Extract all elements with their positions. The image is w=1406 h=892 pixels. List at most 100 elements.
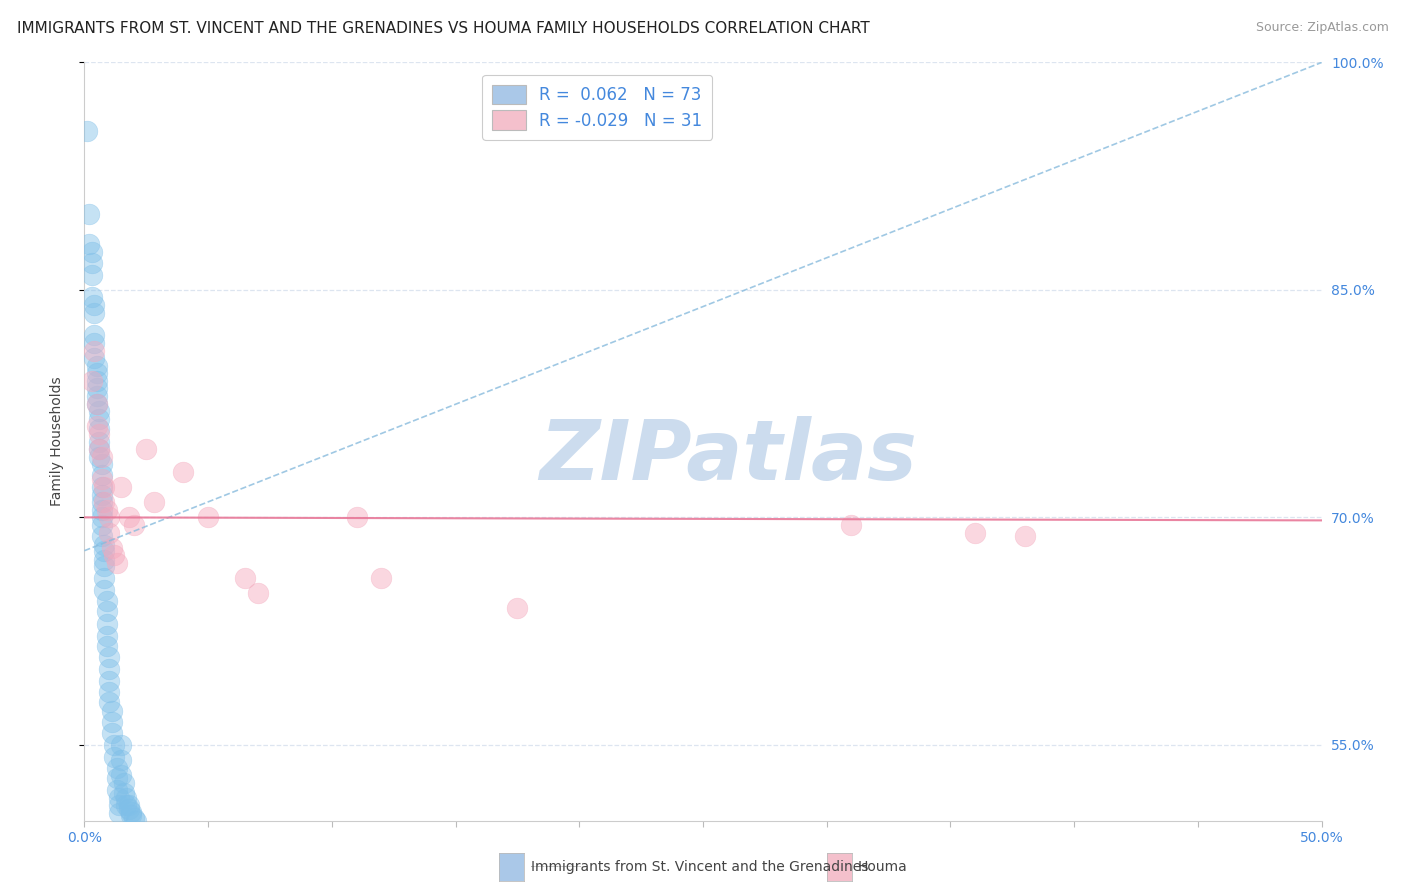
Point <box>105 760 128 774</box>
Point <box>108 798 131 813</box>
Point <box>233 571 256 585</box>
Point <box>103 548 125 562</box>
Point <box>93 558 115 573</box>
Y-axis label: Family Households: Family Households <box>49 376 63 507</box>
Point <box>118 798 141 813</box>
Point <box>89 442 111 456</box>
Point <box>80 268 103 282</box>
Point <box>86 389 108 403</box>
Point <box>96 616 118 631</box>
Point <box>96 639 118 653</box>
Point <box>122 518 145 533</box>
Point <box>90 518 112 533</box>
Point <box>96 629 118 643</box>
Point <box>90 472 112 486</box>
Point <box>90 487 112 501</box>
Point <box>110 768 132 782</box>
Point <box>96 594 118 608</box>
Point <box>98 695 121 709</box>
Point <box>80 255 103 269</box>
Point <box>246 586 269 600</box>
Point <box>90 467 112 482</box>
Point <box>142 495 165 509</box>
Point <box>172 465 194 479</box>
Text: Family Households — Immigrants from St. Vincent and the Grenadines: Family Households — Immigrants from St. … <box>531 866 582 867</box>
Text: Immigrants from St. Vincent and the Grenadines: Immigrants from St. Vincent and the Gren… <box>531 860 869 874</box>
Point <box>105 771 128 785</box>
Point <box>89 442 111 456</box>
Point <box>90 480 112 494</box>
Point <box>90 450 112 464</box>
Point <box>110 480 132 494</box>
Point <box>135 442 157 456</box>
Point <box>118 510 141 524</box>
Point <box>86 396 108 410</box>
Point <box>89 434 111 449</box>
Point <box>86 396 108 410</box>
Point <box>86 419 108 434</box>
Point <box>125 814 148 828</box>
Text: ZIPatlas: ZIPatlas <box>538 417 917 497</box>
Point <box>86 374 108 388</box>
Point <box>103 738 125 752</box>
Point <box>89 404 111 418</box>
Point <box>86 359 108 373</box>
Point <box>115 798 138 813</box>
Point <box>122 811 145 825</box>
Point <box>90 503 112 517</box>
Point <box>83 298 105 312</box>
Point <box>108 806 131 821</box>
Point <box>120 805 142 819</box>
Point <box>89 426 111 441</box>
Point <box>98 674 121 689</box>
Point <box>100 725 122 739</box>
Point <box>79 207 101 221</box>
Point <box>100 715 122 730</box>
Point <box>98 685 121 699</box>
Point <box>108 791 131 805</box>
Point <box>105 556 128 570</box>
Point <box>118 801 141 815</box>
Point <box>93 543 115 558</box>
Point <box>83 351 105 365</box>
Point <box>96 604 118 618</box>
Point <box>841 518 863 533</box>
Point <box>112 786 135 800</box>
Point <box>89 450 111 464</box>
Point <box>346 510 368 524</box>
Point <box>89 422 111 436</box>
Legend: R =  0.062   N = 73, R = -0.029   N = 31: R = 0.062 N = 73, R = -0.029 N = 31 <box>482 75 713 140</box>
Point <box>1014 528 1036 542</box>
Point <box>90 528 112 542</box>
Point <box>112 775 135 790</box>
Point <box>93 583 115 598</box>
Point <box>93 571 115 585</box>
Point <box>79 237 101 252</box>
Point <box>90 510 112 524</box>
Point <box>100 705 122 719</box>
Point <box>83 336 105 351</box>
Point <box>506 601 529 615</box>
Point <box>115 791 138 805</box>
Point <box>96 503 118 517</box>
Point <box>83 343 105 358</box>
Point <box>98 649 121 664</box>
Point <box>90 495 112 509</box>
Text: IMMIGRANTS FROM ST. VINCENT AND THE GRENADINES VS HOUMA FAMILY HOUSEHOLDS CORREL: IMMIGRANTS FROM ST. VINCENT AND THE GREN… <box>17 21 870 37</box>
Point <box>110 738 132 752</box>
Point <box>83 328 105 343</box>
Point <box>965 525 987 540</box>
Point <box>100 541 122 555</box>
Point <box>93 538 115 552</box>
Point <box>80 291 103 305</box>
Point <box>80 244 103 259</box>
Point <box>93 553 115 567</box>
Text: Houma: Houma <box>858 860 907 874</box>
Point <box>197 510 219 524</box>
Point <box>90 457 112 471</box>
Point <box>80 374 103 388</box>
Point <box>76 123 98 137</box>
Text: Source: ZipAtlas.com: Source: ZipAtlas.com <box>1256 21 1389 35</box>
Point <box>120 807 142 822</box>
Point <box>93 480 115 494</box>
